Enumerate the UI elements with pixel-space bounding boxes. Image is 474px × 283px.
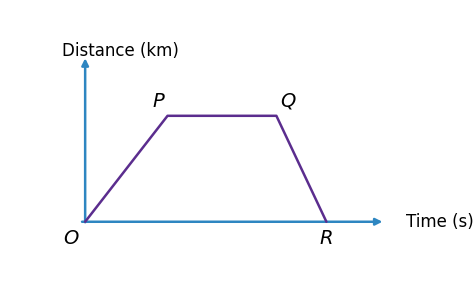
Text: Distance (km): Distance (km)	[62, 42, 179, 61]
Text: Time (s): Time (s)	[406, 213, 474, 231]
Text: R: R	[319, 229, 333, 248]
Text: O: O	[63, 229, 78, 248]
Text: P: P	[153, 92, 164, 111]
Text: Q: Q	[281, 92, 296, 111]
